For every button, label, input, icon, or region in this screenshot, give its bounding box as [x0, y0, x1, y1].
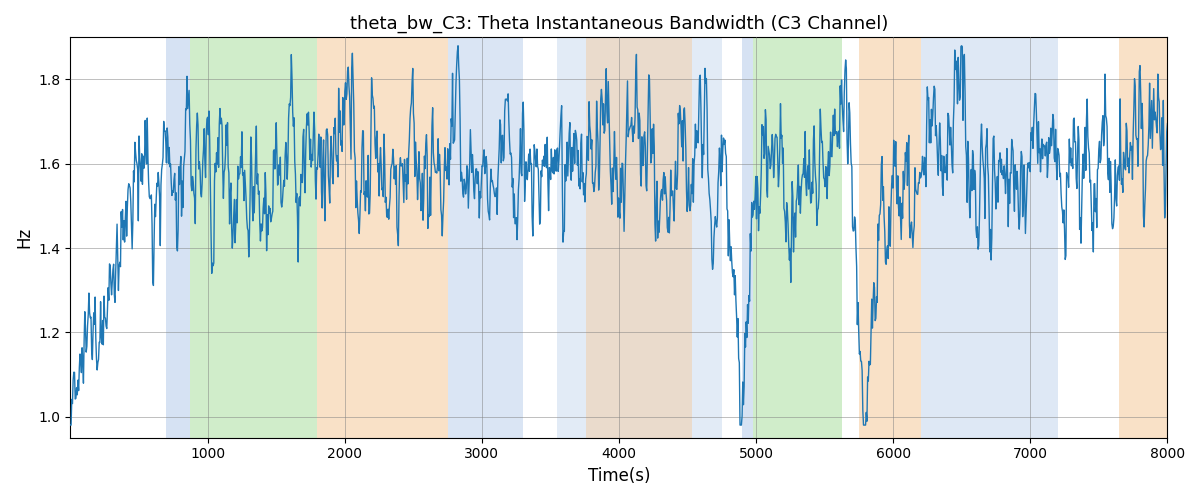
Bar [586, 38, 691, 438]
Bar [920, 38, 1057, 438]
Bar [317, 38, 448, 438]
Bar [557, 38, 721, 438]
Bar [754, 38, 842, 438]
Bar [859, 38, 920, 438]
Title: theta_bw_C3: Theta Instantaneous Bandwidth (C3 Channel): theta_bw_C3: Theta Instantaneous Bandwid… [349, 15, 888, 34]
Bar [190, 38, 317, 438]
Bar [448, 38, 523, 438]
Bar [743, 38, 754, 438]
Y-axis label: Hz: Hz [14, 227, 32, 248]
Bar [167, 38, 190, 438]
X-axis label: Time(s): Time(s) [588, 467, 650, 485]
Bar [1120, 38, 1168, 438]
